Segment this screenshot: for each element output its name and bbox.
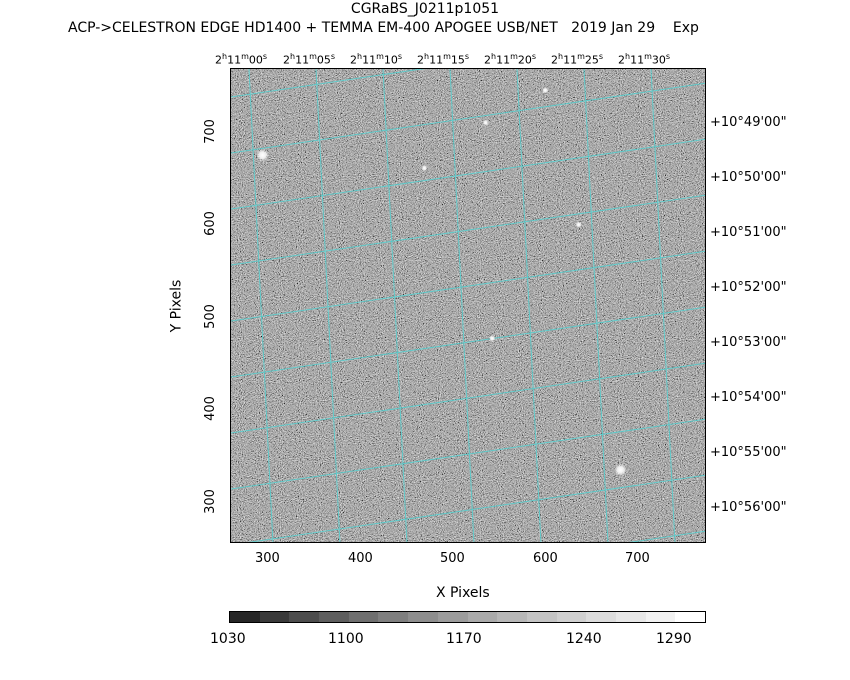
colorbar-label-1100: 1100 [328,631,364,647]
ccd-image-graphic [231,69,705,542]
star-4 [575,221,582,228]
star-3 [421,165,428,172]
colorbar-label-1290: 1290 [656,631,692,647]
dec-tick-3: +10°52'00" [710,280,787,295]
star-2 [542,87,549,94]
coordinate-grid [231,69,705,542]
star-6 [489,335,496,342]
ra-tick-5: 2h11m25s [551,52,604,67]
y-tick-500: 500 [202,304,218,329]
colorbar-label-1240: 1240 [566,631,602,647]
dec-tick-7: +10°56'00" [710,500,787,515]
x-tick-500: 500 [440,551,465,566]
x-tick-300: 300 [255,551,280,566]
x-tick-700: 700 [625,551,650,566]
dec-tick-0: +10°49'00" [710,115,787,130]
y-tick-700: 700 [202,119,218,144]
ra-tick-4: 2h11m20s [484,52,537,67]
x-axis-title: X Pixels [436,585,490,601]
ra-tick-2: 2h11m10s [350,52,403,67]
dec-tick-6: +10°55'00" [710,445,787,460]
image-subtitle: ACP->CELESTRON EDGE HD1400 + TEMMA EM-40… [68,20,699,36]
star-5 [482,119,489,126]
stars [256,87,627,476]
star-1 [614,463,627,476]
y-tick-600: 600 [202,211,218,236]
y-tick-300: 300 [202,489,218,514]
ra-tick-1: 2h11m05s [283,52,336,67]
dec-tick-4: +10°53'00" [710,335,787,350]
star-0 [256,149,269,162]
colorbar-label-1030: 1030 [210,631,246,647]
dec-tick-5: +10°54'00" [710,390,787,405]
ra-tick-0: 2h11m00s [215,52,268,67]
colorbar-label-1170: 1170 [446,631,482,647]
y-axis-title: Y Pixels [168,279,185,333]
y-tick-400: 400 [202,396,218,421]
x-tick-600: 600 [533,551,558,566]
ra-tick-3: 2h11m15s [417,52,470,67]
sky-background-noise [231,69,705,542]
colorbar [229,611,706,623]
dec-tick-1: +10°50'00" [710,170,787,185]
x-tick-400: 400 [348,551,373,566]
ccd-image [230,68,706,543]
ra-tick-6: 2h11m30s [618,52,671,67]
dec-tick-2: +10°51'00" [710,225,787,240]
image-title: CGRaBS_J0211p1051 [350,1,500,17]
